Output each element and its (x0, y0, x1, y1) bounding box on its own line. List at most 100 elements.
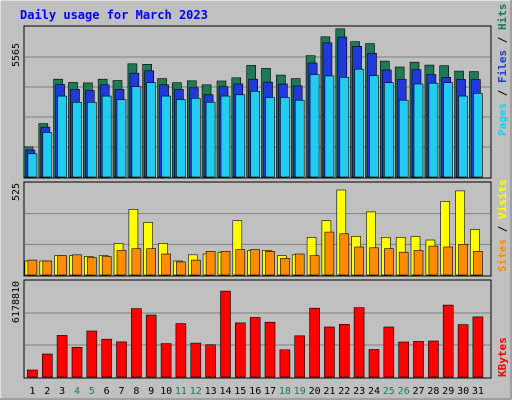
bar-sites-day-29 (443, 246, 454, 276)
x-tick-label: 28 (427, 386, 439, 397)
bar-kbytes-day-2 (41, 353, 53, 378)
bar-sites-day-14 (220, 251, 231, 276)
bar-sites-day-26 (398, 251, 409, 276)
bar-sites-day-7 (116, 250, 127, 276)
legend-hits-files-pages: Pages / Files / Hits (496, 4, 509, 137)
legend-separator: / (496, 219, 509, 239)
x-tick-label: 21 (323, 386, 335, 397)
x-tick-label: 23 (353, 386, 365, 397)
bar-pages-day-25 (383, 82, 394, 178)
bar-pages-day-30 (458, 95, 468, 178)
bar-kbytes-day-29 (442, 304, 454, 378)
bar-sites-day-11 (176, 261, 186, 276)
bar-sites-day-21 (324, 231, 335, 276)
x-tick-label: 12 (190, 386, 202, 397)
bar-kbytes-day-1 (27, 369, 38, 378)
bar-kbytes-day-23 (353, 307, 365, 378)
x-tick-label: 14 (219, 386, 231, 397)
bar-pages-day-2 (42, 132, 53, 178)
tick-label-kbytes: 6178810 (11, 281, 22, 323)
x-tick-label: 18 (279, 386, 291, 397)
bar-kbytes-day-19 (294, 335, 306, 378)
bar-pages-day-24 (369, 75, 379, 178)
x-tick-label: 3 (59, 386, 65, 397)
x-tick-label: 26 (398, 386, 410, 397)
x-tick-label: 13 (205, 386, 217, 397)
x-axis-labels: 1 2 3 4 5 6 7 8 9 10 11 12 13 14 15 16 17 18 19 20 21 22 23 24 2… (29, 386, 484, 397)
bar-sites-day-8 (131, 248, 142, 276)
bar-sites-day-4 (72, 254, 82, 276)
bar-kbytes-day-13 (205, 344, 216, 378)
bar-pages-day-5 (87, 102, 97, 178)
bar-kbytes-day-14 (220, 290, 231, 378)
bar-kbytes-day-8 (131, 308, 142, 378)
bar-kbytes-day-26 (398, 341, 410, 378)
bar-sites-day-13 (205, 251, 216, 276)
bar-pages-day-12 (191, 98, 201, 178)
x-tick-label: 8 (133, 386, 139, 397)
bar-sites-day-18 (280, 258, 290, 276)
bar-kbytes-day-27 (413, 341, 424, 378)
bar-kbytes-day-18 (279, 349, 291, 378)
legend-hits: Hits (496, 4, 509, 31)
bar-pages-day-9 (146, 82, 156, 178)
x-tick-label: 11 (175, 386, 187, 397)
bar-pages-day-28 (428, 82, 439, 178)
bar-kbytes-day-16 (249, 317, 261, 378)
x-tick-label: 6 (104, 386, 110, 397)
bar-sites-day-6 (101, 256, 112, 276)
bar-sites-day-3 (57, 255, 67, 276)
bar-pages-day-31 (473, 93, 483, 178)
legend-sites: Sites (496, 239, 509, 272)
bar-pages-day-26 (398, 99, 409, 178)
bar-sites-day-5 (87, 257, 97, 276)
bar-sites-day-12 (191, 259, 201, 276)
x-tick-label: 7 (118, 386, 124, 397)
legend-kbytes: KBytes (496, 337, 509, 377)
bar-kbytes-day-4 (71, 346, 83, 378)
bar-sites-day-23 (354, 246, 364, 276)
bar-kbytes-day-15 (235, 322, 246, 378)
x-tick-label: 19 (294, 386, 306, 397)
tick-label-visits: 525 (11, 183, 22, 201)
bar-kbytes-day-9 (145, 314, 157, 378)
bar-sites-day-30 (458, 244, 468, 276)
tick-label-hits: 5565 (11, 43, 22, 67)
bar-kbytes-day-22 (338, 323, 350, 378)
x-tick-label: 4 (74, 386, 80, 397)
bar-sites-day-2 (42, 260, 53, 276)
bar-sites-day-10 (161, 253, 171, 276)
bar-sites-day-9 (146, 248, 156, 276)
bar-sites-day-24 (369, 247, 379, 276)
bar-pages-day-17 (265, 97, 275, 178)
bar-pages-day-22 (339, 77, 350, 178)
x-tick-label: 10 (160, 386, 172, 397)
legend-pages: Pages (496, 103, 509, 136)
x-tick-label: 2 (44, 386, 50, 397)
bar-pages-day-27 (413, 83, 424, 178)
bar-sites-day-19 (294, 253, 305, 276)
bars (23, 28, 484, 378)
bar-pages-day-3 (57, 95, 67, 178)
legend-files: Files (496, 50, 509, 83)
bar-pages-day-23 (354, 68, 364, 178)
bar-sites-day-31 (473, 251, 483, 276)
bar-kbytes-day-7 (116, 341, 127, 378)
bar-kbytes-day-31 (472, 316, 484, 378)
bar-sites-day-20 (309, 255, 320, 276)
x-tick-label: 5 (89, 386, 95, 397)
x-tick-label: 27 (412, 386, 424, 397)
bar-pages-day-8 (131, 86, 142, 178)
bar-pages-day-11 (176, 99, 186, 178)
bar-pages-day-15 (235, 94, 246, 178)
bar-kbytes-day-28 (428, 340, 439, 378)
x-tick-label: 9 (148, 386, 154, 397)
bar-pages-day-10 (161, 95, 171, 178)
legend-visits-sites: Sites / Visits (496, 179, 509, 272)
bar-pages-day-19 (294, 99, 305, 178)
bar-kbytes-day-20 (309, 307, 320, 378)
bar-sites-day-16 (250, 249, 260, 276)
bar-kbytes-day-25 (383, 326, 395, 378)
bar-kbytes-day-12 (190, 342, 202, 378)
